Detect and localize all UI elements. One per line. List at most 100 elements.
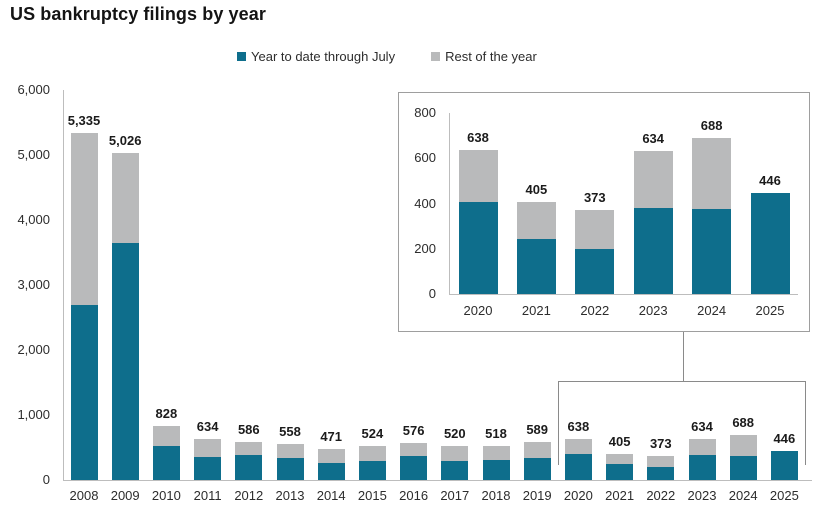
y-axis-tick-label: 3,000 [17, 277, 50, 292]
value-label-2020: 638 [567, 418, 590, 434]
x-axis-label-2020: 2020 [563, 488, 593, 503]
x-axis-label-2025: 2025 [769, 488, 799, 503]
bar-segment-ytd-2015 [358, 461, 386, 480]
bar-segment-ytd-2018 [482, 459, 510, 480]
bar-segment-ytd-2021 [606, 464, 634, 480]
x-axis-label-2012: 2012 [234, 488, 264, 503]
legend-label-rest: Rest of the year [445, 49, 537, 64]
bar-segment-rest-2024 [692, 138, 732, 210]
highlight-box-2020-2025 [558, 381, 806, 465]
x-axis-label-2018: 2018 [481, 488, 511, 503]
x-axis-label-2019: 2019 [522, 488, 552, 503]
value-label-2014: 471 [320, 429, 343, 445]
bar-segment-rest-2022 [647, 455, 675, 468]
x-axis-label-2021: 2021 [605, 488, 635, 503]
x-axis-label-2014: 2014 [316, 488, 346, 503]
y-axis-tick-label: 0 [42, 472, 50, 487]
value-label-2008: 5,335 [67, 113, 101, 129]
bar-segment-ytd-2020 [564, 453, 592, 480]
x-axis-label-2021: 2021 [521, 303, 551, 318]
bar-segment-rest-2020 [458, 149, 498, 203]
value-label-2013: 558 [279, 423, 301, 439]
bar-segment-ytd-2013 [276, 458, 304, 480]
bar-segment-ytd-2016 [400, 455, 428, 480]
x-axis-label-2008: 2008 [69, 488, 99, 503]
y-axis-tick-label: 400 [414, 195, 436, 211]
y-axis-line [449, 113, 450, 294]
value-label-2010: 828 [155, 406, 178, 422]
y-axis-tick-label: 1,000 [17, 407, 50, 422]
bar-segment-ytd-2024 [692, 209, 732, 294]
x-axis-label-2009: 2009 [110, 488, 140, 503]
value-label-2023: 634 [691, 418, 713, 434]
bar-segment-ytd-2012 [235, 455, 263, 480]
callout-connector-line [683, 332, 684, 381]
bar-segment-rest-2021 [606, 453, 634, 465]
bar-segment-ytd-2025 [750, 193, 790, 294]
page-title: US bankruptcy filings by year [10, 4, 266, 24]
value-label-2024: 688 [732, 415, 755, 431]
x-axis-line [63, 480, 812, 481]
x-axis-label-2024: 2024 [697, 303, 727, 318]
bar-segment-ytd-2023 [633, 208, 673, 294]
legend-item-rest: Rest of the year [431, 49, 537, 64]
y-axis-tick-label: 5,000 [17, 147, 50, 162]
bar-segment-rest-2014 [317, 449, 345, 463]
legend-swatch-rest-icon [431, 52, 441, 61]
bar-segment-ytd-2021 [516, 238, 556, 294]
y-axis-tick-label: 0 [428, 286, 436, 301]
y-axis-tick-label: 4,000 [17, 212, 50, 227]
x-axis-label-2011: 2011 [193, 488, 222, 503]
value-label-2022: 373 [583, 189, 606, 205]
value-label-2016: 576 [402, 422, 425, 438]
bar-segment-ytd-2023 [688, 455, 716, 480]
bar-segment-ytd-2022 [647, 467, 675, 480]
bar-segment-rest-2008 [70, 133, 98, 306]
value-label-2025: 446 [759, 173, 781, 189]
bar-segment-rest-2013 [276, 443, 304, 459]
x-axis-label-2023: 2023 [638, 303, 668, 318]
bar-segment-rest-2024 [729, 435, 757, 456]
value-label-2021: 405 [525, 182, 548, 198]
value-label-2024: 688 [700, 118, 723, 134]
x-axis-label-2022: 2022 [646, 488, 676, 503]
bar-segment-ytd-2009 [111, 242, 139, 480]
value-label-2021: 405 [608, 433, 631, 449]
legend-item-ytd: Year to date through July [237, 49, 395, 64]
bar-segment-rest-2009 [111, 153, 139, 243]
value-label-2015: 524 [361, 425, 384, 441]
legend-swatch-ytd-icon [237, 52, 246, 61]
bar-segment-rest-2012 [235, 441, 263, 456]
bar-segment-rest-2015 [358, 445, 386, 462]
x-axis-label-2017: 2017 [440, 488, 470, 503]
value-label-2023: 634 [642, 130, 665, 146]
value-label-2012: 586 [237, 421, 260, 437]
x-axis-label-2022: 2022 [580, 303, 610, 318]
value-label-2022: 373 [649, 435, 672, 451]
bar-segment-ytd-2025 [770, 451, 798, 480]
y-axis-line [63, 90, 64, 480]
bar-segment-ytd-2024 [729, 455, 757, 480]
y-axis-tick-label: 600 [414, 150, 436, 166]
x-axis-label-2020: 2020 [463, 303, 493, 318]
bar-segment-rest-2021 [516, 202, 556, 239]
x-axis-label-2023: 2023 [687, 488, 717, 503]
y-axis-tick-label: 6,000 [17, 82, 50, 97]
bar-segment-ytd-2008 [70, 305, 98, 480]
value-label-2019: 589 [526, 421, 549, 437]
bar-segment-rest-2019 [523, 441, 551, 458]
y-axis-tick-label: 800 [414, 105, 436, 120]
legend-label-ytd: Year to date through July [251, 49, 396, 64]
bar-segment-ytd-2010 [152, 445, 180, 480]
x-axis-label-2013: 2013 [275, 488, 305, 503]
bar-segment-rest-2022 [575, 209, 615, 250]
value-label-2025: 446 [773, 431, 796, 446]
x-axis-label-2015: 2015 [357, 488, 387, 503]
x-axis-label-2025: 2025 [755, 303, 785, 318]
x-axis-line [449, 294, 798, 295]
y-axis-tick-label: 2,000 [17, 342, 50, 357]
y-axis-tick-label: 200 [414, 240, 436, 256]
bar-segment-ytd-2011 [194, 456, 222, 480]
